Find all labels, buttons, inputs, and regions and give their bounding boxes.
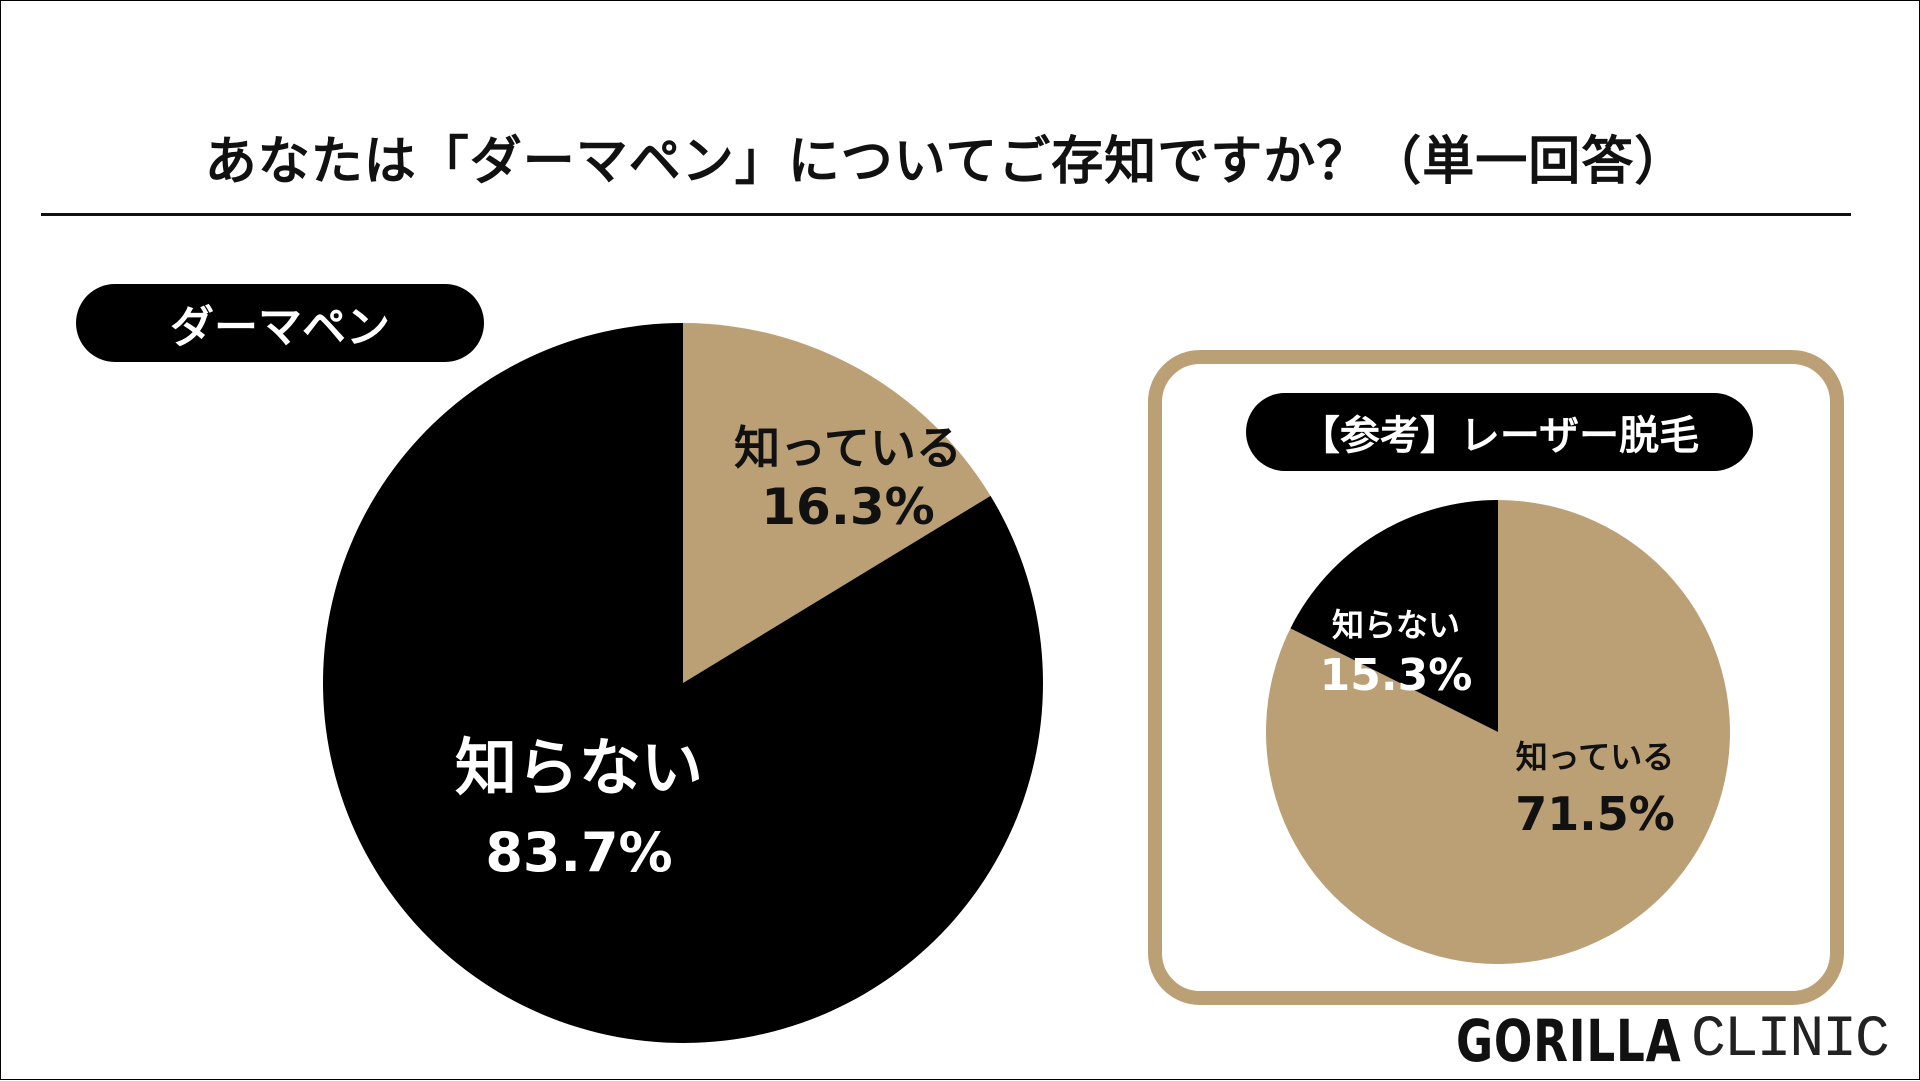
pie-slice-value-0-0: 16.3% bbox=[761, 478, 934, 536]
pie-slice-label-0-0: 知っている bbox=[734, 421, 962, 475]
pie-slice-value-1-0: 71.5% bbox=[1515, 787, 1675, 841]
pie-slice-value-0-1: 83.7% bbox=[485, 821, 672, 884]
gorilla-clinic-logo: GORILLA CLINIC bbox=[1456, 1007, 1890, 1075]
pie-slice-0-1 bbox=[322, 323, 1043, 1044]
pie-slice-label-1-1: 知らない bbox=[1332, 606, 1460, 644]
title-divider bbox=[41, 213, 1851, 216]
page-title: あなたは「ダーマペン」についてご存知ですか？（単一回答） bbox=[204, 132, 1688, 192]
logo-bold-text: GORILLA bbox=[1456, 1007, 1682, 1075]
pie-slice-label-0-1: 知らない bbox=[455, 731, 703, 804]
pie-slice-value-1-1: 15.3% bbox=[1320, 650, 1473, 701]
pie-slice-0-0 bbox=[683, 323, 991, 683]
pie-slice-1-1 bbox=[1290, 500, 1498, 732]
chart-title-pill-laser: 【参考】レーザー脱毛 bbox=[1246, 393, 1753, 471]
pie-slice-label-1-0: 知っている bbox=[1516, 738, 1674, 776]
chart-title-pill-dermapen: ダーマペン bbox=[76, 284, 484, 362]
logo-light-text: CLINIC bbox=[1691, 1008, 1890, 1073]
